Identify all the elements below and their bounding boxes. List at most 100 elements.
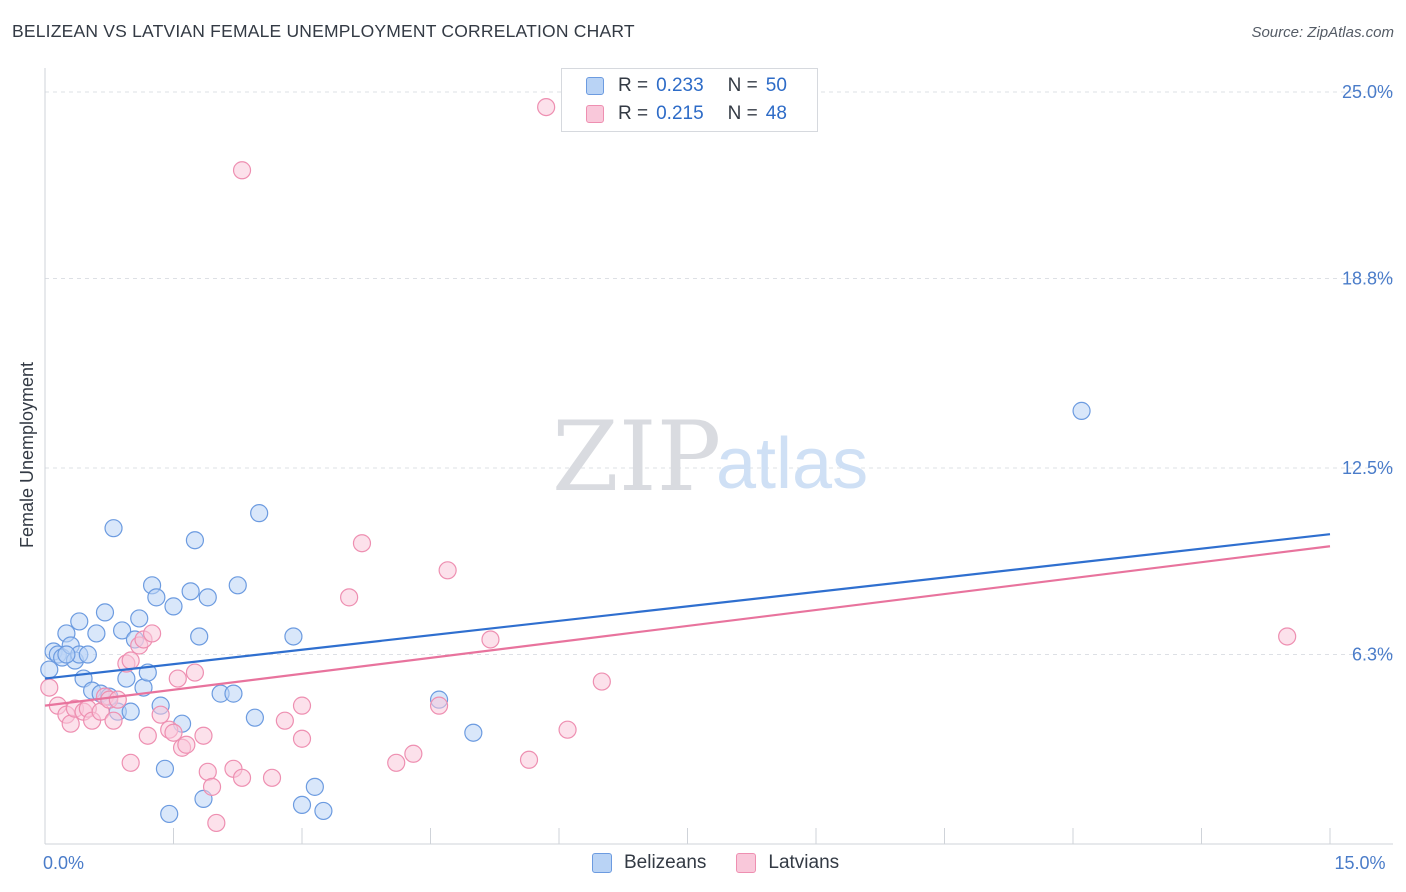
latvian-point[interactable]: [1278, 627, 1297, 646]
belizean-point[interactable]: [305, 777, 324, 796]
latvian-point[interactable]: [138, 726, 157, 745]
belizean-point[interactable]: [228, 576, 247, 595]
legend-r-label: R =: [618, 103, 649, 124]
belizean-point[interactable]: [198, 588, 217, 607]
legend-r-value: 0.233: [656, 75, 704, 96]
chart-title: BELIZEAN VS LATVIAN FEMALE UNEMPLOYMENT …: [12, 21, 635, 41]
grid-lines: [45, 91, 1393, 656]
belizean-point[interactable]: [147, 588, 166, 607]
latvian-point[interactable]: [292, 696, 312, 715]
legend-label-latvians: Latvians: [768, 852, 840, 873]
belizean-point[interactable]: [104, 519, 123, 538]
belizean-point[interactable]: [284, 627, 303, 646]
latvian-point[interactable]: [142, 624, 162, 643]
x-tick-label: 0.0%: [43, 853, 84, 873]
belizean-point[interactable]: [292, 795, 312, 814]
belizeans-legend-swatch: [592, 853, 612, 873]
belizeans-trend-line: [44, 533, 1331, 680]
belizean-point[interactable]: [70, 612, 89, 631]
latvian-point[interactable]: [202, 777, 222, 796]
latvian-point[interactable]: [438, 561, 457, 580]
belizean-point[interactable]: [95, 603, 115, 622]
latvian-point[interactable]: [519, 750, 539, 769]
belizean-point[interactable]: [250, 504, 269, 523]
belizean-point[interactable]: [78, 645, 97, 664]
legend-row-belizeans: R = 0.233 N = 50: [586, 74, 787, 98]
latvian-point[interactable]: [340, 588, 359, 607]
belizean-point[interactable]: [190, 627, 209, 646]
latvian-point[interactable]: [232, 768, 252, 787]
latvian-point[interactable]: [404, 744, 423, 763]
y-tick-label: 25.0%: [1342, 82, 1393, 102]
belizean-point[interactable]: [121, 702, 140, 721]
latvian-point[interactable]: [177, 735, 196, 754]
belizean-point[interactable]: [464, 723, 483, 742]
latvian-point[interactable]: [387, 753, 406, 772]
x-tick-labels: 0.0% 15.0%: [43, 853, 1386, 873]
y-tick-label: 18.8%: [1342, 269, 1393, 289]
legend-row-latvians: R = 0.215 N = 48: [586, 102, 787, 126]
y-tick-label: 12.5%: [1342, 458, 1393, 478]
watermark-zip: ZIP: [552, 401, 721, 513]
latvian-point[interactable]: [151, 705, 170, 724]
belizean-point[interactable]: [130, 609, 149, 628]
latvian-point[interactable]: [108, 690, 127, 709]
watermark: ZIP atlas: [552, 401, 868, 513]
latvian-point[interactable]: [61, 714, 80, 733]
latvian-point[interactable]: [352, 534, 372, 553]
legend-r-value: 0.215: [656, 103, 704, 124]
latvian-point[interactable]: [185, 663, 205, 682]
source-label: Source: ZipAtlas.com: [1251, 24, 1394, 41]
latvian-point[interactable]: [275, 711, 294, 730]
latvian-point[interactable]: [40, 678, 59, 697]
latvian-point[interactable]: [592, 672, 611, 691]
belizean-point[interactable]: [181, 582, 200, 601]
legend-n-label: N =: [727, 103, 758, 124]
belizean-point[interactable]: [87, 624, 106, 643]
latvian-point[interactable]: [104, 711, 123, 730]
latvian-point[interactable]: [121, 651, 140, 670]
y-tick-label: 6.3%: [1352, 645, 1393, 665]
belizean-point[interactable]: [155, 759, 175, 778]
legend-n-value: 50: [765, 75, 787, 96]
belizean-point[interactable]: [112, 621, 132, 640]
latvian-point[interactable]: [292, 729, 312, 748]
axes: [44, 68, 1393, 845]
belizean-point[interactable]: [160, 804, 179, 824]
watermark-atlas: atlas: [716, 424, 868, 504]
legend-item-latvians[interactable]: Latvians: [736, 852, 839, 874]
latvian-point[interactable]: [429, 696, 449, 715]
belizean-point[interactable]: [314, 801, 333, 821]
latvians-trend-line: [44, 545, 1331, 707]
latvian-point[interactable]: [537, 98, 556, 117]
y-tick-labels: 6.3% 12.5% 18.8% 25.0%: [1342, 82, 1393, 664]
latvian-point[interactable]: [558, 720, 577, 739]
latvian-point[interactable]: [207, 813, 226, 833]
belizean-point[interactable]: [57, 645, 76, 664]
belizean-point[interactable]: [40, 660, 59, 679]
latvian-point[interactable]: [121, 753, 140, 772]
belizean-point[interactable]: [1072, 401, 1091, 420]
latvian-point[interactable]: [164, 723, 183, 742]
legend-item-belizeans[interactable]: Belizeans: [592, 852, 706, 874]
belizeans-swatch: [586, 77, 604, 95]
legend-n-value: 48: [765, 103, 787, 124]
latvian-point[interactable]: [232, 161, 252, 180]
latvian-point[interactable]: [198, 762, 217, 781]
latvian-point[interactable]: [194, 726, 213, 745]
latvian-point[interactable]: [168, 669, 187, 688]
belizean-point[interactable]: [245, 708, 264, 727]
belizean-point[interactable]: [224, 684, 243, 703]
latvians-legend-swatch: [736, 853, 757, 873]
series-legend: Belizeans Latvians: [592, 852, 869, 874]
latvian-point[interactable]: [481, 630, 500, 649]
legend-n-label: N =: [727, 75, 758, 96]
belizean-point[interactable]: [185, 531, 205, 550]
trend-lines: [44, 533, 1331, 707]
scatter-points: [40, 98, 1297, 833]
y-axis-label: Female Unemployment: [17, 362, 37, 548]
latvian-point[interactable]: [262, 768, 282, 787]
belizean-point[interactable]: [164, 597, 183, 616]
x-tick-label: 15.0%: [1334, 853, 1385, 873]
